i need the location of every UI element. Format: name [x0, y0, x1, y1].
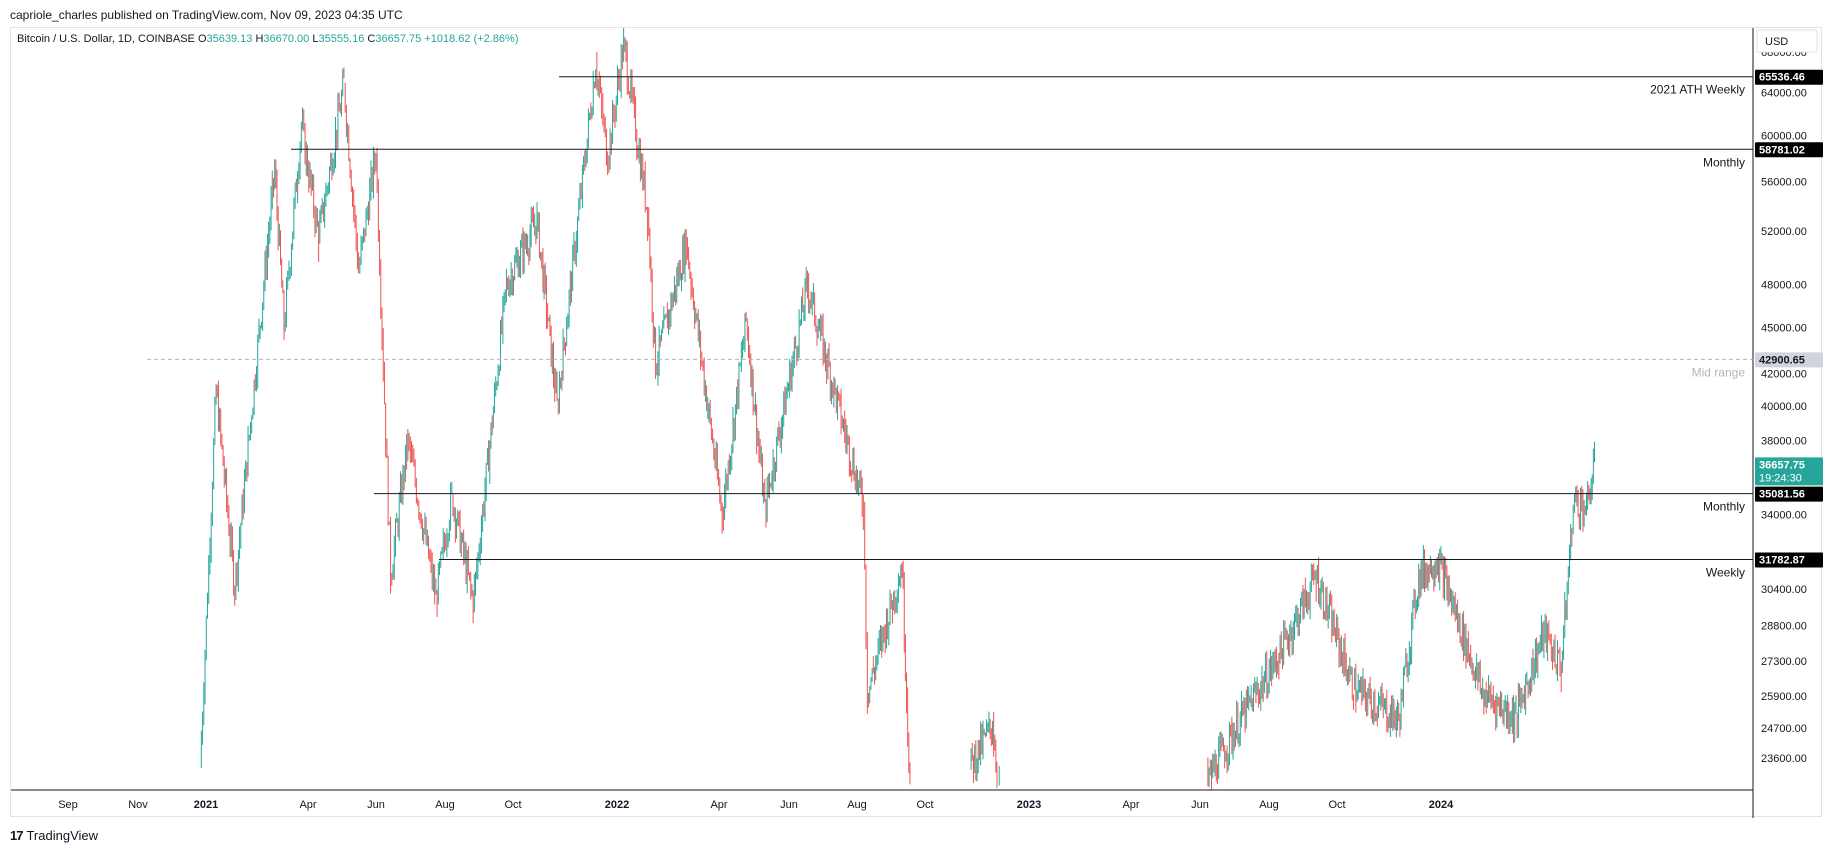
footer: 17 TradingView — [10, 828, 98, 843]
price-tick-label: 42000.00 — [1761, 369, 1807, 381]
current-price-label: 36657.75 — [1759, 459, 1805, 471]
time-tick-label: Jun — [1191, 799, 1209, 811]
currency-box — [1756, 29, 1818, 53]
price-tick-label: 23600.00 — [1761, 753, 1807, 765]
legend-open-value: 35639.13 — [207, 33, 256, 45]
ohlc-legend: Bitcoin / U.S. Dollar, 1D, COINBASE O356… — [17, 33, 518, 45]
time-tick-label: 2022 — [605, 799, 629, 811]
price-tick-label: 27300.00 — [1761, 656, 1807, 668]
price-tick-label: 64000.00 — [1761, 88, 1807, 100]
price-tick-label: 28800.00 — [1761, 620, 1807, 632]
time-tick-label: Apr — [299, 799, 316, 811]
level-price-label: 65536.46 — [1759, 72, 1805, 84]
price-tick-label: 60000.00 — [1761, 131, 1807, 143]
legend-high-label: H — [255, 33, 263, 45]
price-tick-label: 56000.00 — [1761, 177, 1807, 189]
level-annotation: Monthly — [1703, 155, 1745, 169]
countdown-label: 19:24:30 — [1759, 472, 1802, 484]
price-tick-label: 24700.00 — [1761, 723, 1807, 735]
price-tick-label: 40000.00 — [1761, 401, 1807, 413]
time-tick-label: Aug — [847, 799, 867, 811]
time-tick-label: 2023 — [1017, 799, 1041, 811]
tradingview-logo-icon: 17 — [10, 828, 24, 843]
price-tick-label: 38000.00 — [1761, 435, 1807, 447]
level-price-label: 31782.87 — [1759, 555, 1805, 567]
price-tick-label: 30400.00 — [1761, 584, 1807, 596]
time-tick-label: Sep — [58, 799, 78, 811]
time-tick-label: 2021 — [194, 799, 218, 811]
time-tick-label: Jun — [367, 799, 385, 811]
chart-panel[interactable]: 68000.00 64000.00 60000.00 56000.00 52000.00… — [10, 27, 1823, 818]
legend-close-label: C — [367, 33, 375, 45]
level-price-tag — [1755, 486, 1823, 502]
currency-label: USD — [1765, 36, 1788, 48]
level-price-label: 42900.65 — [1759, 354, 1805, 366]
time-tick-label: Aug — [1259, 799, 1279, 811]
time-tick-label: Apr — [710, 799, 727, 811]
time-tick-label: Oct — [1328, 799, 1345, 811]
legend-close-value: 36657.75 — [375, 33, 424, 45]
price-tick-label: 48000.00 — [1761, 279, 1807, 291]
time-tick-label: Oct — [916, 799, 933, 811]
legend-low-value: 35555.16 — [318, 33, 367, 45]
legend-high-value: 36670.00 — [263, 33, 312, 45]
level-price-tag — [1755, 352, 1823, 368]
publisher-line: capriole_charles published on TradingVie… — [10, 8, 403, 22]
time-tick-label: Oct — [504, 799, 521, 811]
level-price-tag — [1755, 142, 1823, 158]
legend-symbol: Bitcoin / U.S. Dollar, 1D, COINBASE — [17, 33, 198, 45]
time-tick-label: Nov — [128, 799, 148, 811]
level-price-tag — [1755, 69, 1823, 85]
legend-change: +1018.62 (+2.86%) — [424, 33, 518, 45]
level-annotation: 2021 ATH Weekly — [1650, 83, 1745, 97]
level-annotation: Mid range — [1692, 365, 1746, 379]
price-chart[interactable]: 68000.0064000.0060000.0056000.0052000.00… — [11, 28, 1823, 818]
level-price-tag — [1755, 552, 1823, 568]
time-tick-label: 2024 — [1429, 799, 1454, 811]
current-price-tag — [1755, 457, 1823, 486]
time-tick-label: Aug — [435, 799, 455, 811]
level-price-label: 35081.56 — [1759, 489, 1805, 501]
time-tick-label: Apr — [1122, 799, 1139, 811]
price-tick-label: 25900.00 — [1761, 691, 1807, 703]
level-annotation: Monthly — [1703, 500, 1745, 514]
price-tick-label: 52000.00 — [1761, 226, 1807, 238]
level-annotation: Weekly — [1706, 566, 1745, 580]
level-price-label: 58781.02 — [1759, 144, 1805, 156]
price-tick-label: 34000.00 — [1761, 510, 1807, 522]
legend-low-label: L — [312, 33, 318, 45]
legend-open-label: O — [198, 33, 207, 45]
price-tick-label: 45000.00 — [1761, 323, 1807, 335]
time-tick-label: Jun — [780, 799, 798, 811]
footer-brand: TradingView — [26, 828, 99, 843]
